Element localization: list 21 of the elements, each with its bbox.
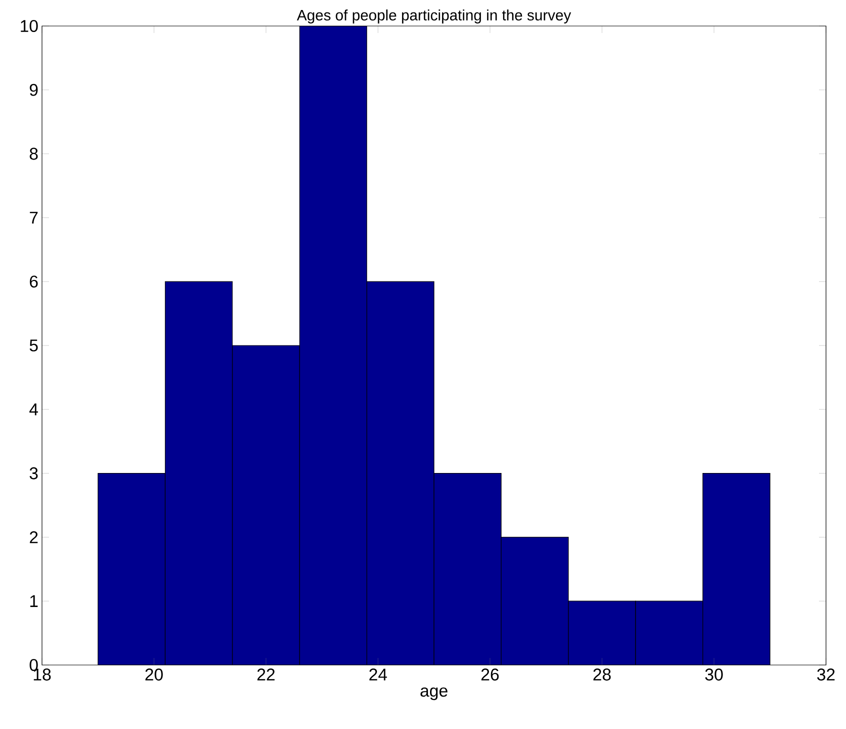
x-tick-label: 20: [145, 668, 163, 681]
x-tick-label: 26: [481, 668, 499, 681]
x-tick-label: 24: [369, 668, 387, 680]
y-tick-label: 5: [30, 340, 38, 352]
y-tick-label: 6: [30, 276, 38, 288]
y-tick-label: 10: [20, 20, 38, 32]
x-tick-label: 28: [593, 668, 611, 681]
y-tick-label: 9: [30, 84, 38, 96]
y-tick-label: 7: [30, 212, 38, 224]
x-tick-label: 32: [817, 668, 835, 681]
y-tick-label: 8: [30, 148, 38, 160]
chart-title: Ages of people participating in the survey: [296, 9, 572, 24]
x-axis-title: age: [420, 687, 448, 700]
y-tick-label: 4: [29, 404, 38, 416]
x-tick-label: 18: [34, 668, 51, 681]
x-tick-label: 22: [257, 668, 275, 680]
y-tick-label: 2: [30, 531, 38, 544]
y-tick-label: 1: [30, 595, 38, 607]
y-tick-label: 3: [30, 467, 38, 480]
y-tick-label: 0: [30, 658, 38, 672]
x-tick-label: 30: [705, 668, 723, 681]
